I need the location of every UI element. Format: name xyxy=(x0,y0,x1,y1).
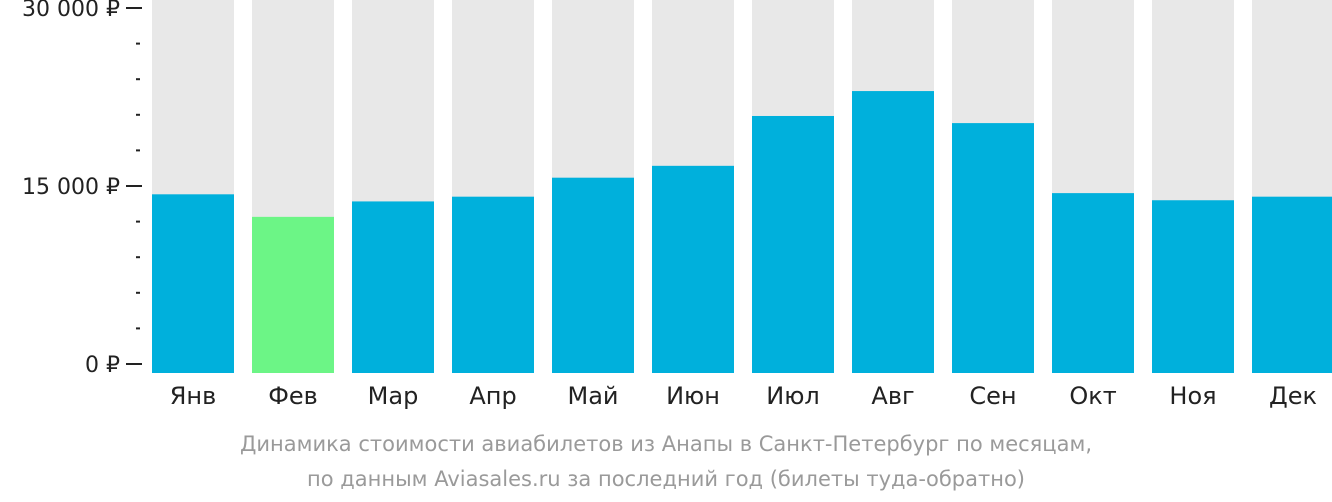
x-tick-label: Фев xyxy=(268,382,318,410)
y-tick-label: 30 000 ₽ xyxy=(22,0,120,22)
x-tick-label: Окт xyxy=(1069,382,1116,410)
x-tick-label: Июл xyxy=(766,382,820,410)
bar xyxy=(752,115,834,373)
chart-caption-line-1: Динамика стоимости авиабилетов из Анапы … xyxy=(239,432,1092,456)
bar xyxy=(952,123,1034,374)
x-tick-label: Янв xyxy=(170,382,217,410)
x-tick-label: Дек xyxy=(1269,382,1317,410)
y-tick-label: 15 000 ₽ xyxy=(22,175,120,200)
bar xyxy=(552,177,634,373)
chart-caption-line-2: по данным Aviasales.ru за последний год … xyxy=(307,467,1025,491)
x-tick-label: Сен xyxy=(969,382,1016,410)
bar xyxy=(1052,193,1134,373)
bar xyxy=(852,91,934,374)
bar xyxy=(1252,196,1332,373)
price-bar-chart: 0 ₽ 15 000 ₽ 30 000 ₽ Янв Фев Мар Апр Май Июн Июл… xyxy=(22,0,1332,410)
bar xyxy=(352,201,434,373)
x-tick-label: Апр xyxy=(469,382,516,410)
y-tick-label: 0 ₽ xyxy=(85,353,120,378)
x-tick-label: Ноя xyxy=(1169,382,1216,410)
x-tick-label: Авг xyxy=(871,382,914,410)
bar xyxy=(1152,200,1234,373)
bar xyxy=(152,194,234,373)
bar xyxy=(252,216,334,373)
x-tick-label: Июн xyxy=(666,382,720,410)
x-tick-label: Май xyxy=(567,382,618,410)
bar xyxy=(652,165,734,373)
x-tick-label: Мар xyxy=(368,382,419,410)
bar xyxy=(452,196,534,373)
